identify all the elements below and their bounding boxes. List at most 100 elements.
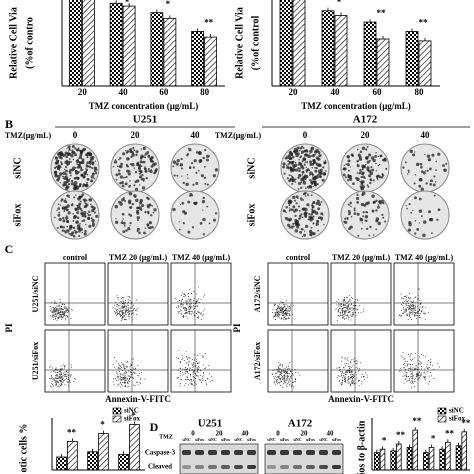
event bbox=[198, 298, 200, 300]
band bbox=[247, 465, 256, 469]
colony bbox=[206, 158, 209, 162]
event bbox=[190, 383, 192, 385]
colony bbox=[214, 168, 219, 172]
event bbox=[57, 371, 59, 373]
event bbox=[355, 378, 357, 380]
event bbox=[185, 373, 187, 375]
event bbox=[144, 378, 146, 380]
colony bbox=[283, 172, 286, 175]
event bbox=[405, 303, 407, 305]
event bbox=[192, 305, 194, 307]
colony bbox=[404, 161, 407, 164]
colony bbox=[134, 196, 137, 198]
event bbox=[408, 296, 410, 298]
colony bbox=[77, 227, 81, 231]
bar bbox=[204, 36, 218, 87]
event bbox=[281, 381, 283, 383]
colony bbox=[120, 221, 124, 225]
colony bbox=[72, 234, 76, 238]
event bbox=[424, 377, 426, 379]
event bbox=[187, 370, 189, 372]
colony bbox=[360, 176, 363, 179]
colony bbox=[61, 229, 65, 232]
event bbox=[122, 307, 124, 309]
event bbox=[59, 298, 61, 300]
band bbox=[208, 450, 217, 455]
event bbox=[355, 305, 357, 307]
colony bbox=[135, 198, 139, 203]
event bbox=[64, 376, 66, 378]
bar bbox=[374, 452, 380, 471]
event bbox=[414, 357, 416, 359]
event bbox=[55, 380, 57, 382]
event bbox=[336, 367, 338, 369]
plot-frame bbox=[107, 262, 169, 326]
event bbox=[425, 355, 427, 357]
plot-frame bbox=[44, 329, 106, 393]
event bbox=[351, 381, 353, 383]
colony bbox=[96, 168, 98, 171]
colony bbox=[212, 218, 217, 222]
colony bbox=[304, 224, 309, 229]
event bbox=[289, 309, 291, 311]
colony bbox=[288, 204, 291, 207]
event bbox=[411, 378, 413, 380]
event bbox=[419, 299, 421, 301]
colony bbox=[79, 207, 82, 210]
event bbox=[350, 361, 352, 363]
event bbox=[340, 384, 342, 386]
event bbox=[413, 379, 415, 381]
event bbox=[276, 306, 278, 308]
event bbox=[62, 382, 64, 384]
significance: * bbox=[166, 0, 171, 9]
event bbox=[408, 376, 410, 378]
event bbox=[125, 314, 127, 316]
event bbox=[140, 383, 142, 385]
colony bbox=[71, 149, 74, 152]
colony bbox=[80, 149, 84, 153]
event bbox=[58, 383, 60, 385]
event bbox=[343, 367, 345, 369]
event bbox=[398, 314, 400, 316]
event bbox=[359, 379, 361, 381]
colony bbox=[57, 166, 60, 169]
event bbox=[117, 296, 119, 298]
event bbox=[58, 375, 60, 377]
cell-line: U251 bbox=[133, 114, 157, 126]
colony bbox=[113, 160, 118, 164]
event bbox=[54, 375, 56, 377]
event bbox=[337, 375, 339, 377]
colony bbox=[88, 151, 91, 154]
colony bbox=[176, 159, 180, 163]
colony bbox=[305, 166, 307, 169]
colony bbox=[312, 200, 316, 204]
colony bbox=[69, 224, 73, 229]
event bbox=[122, 299, 124, 301]
event bbox=[193, 300, 195, 302]
event bbox=[115, 378, 117, 380]
colony bbox=[128, 191, 133, 196]
event bbox=[65, 307, 67, 309]
colony bbox=[408, 203, 411, 206]
event bbox=[344, 298, 346, 300]
event bbox=[71, 309, 73, 311]
event bbox=[64, 371, 66, 373]
event bbox=[400, 355, 402, 357]
event bbox=[345, 309, 347, 311]
event bbox=[122, 377, 124, 379]
colony bbox=[65, 166, 68, 169]
event bbox=[55, 368, 57, 370]
bar bbox=[129, 424, 140, 471]
event bbox=[413, 375, 415, 377]
colony bbox=[382, 216, 385, 219]
event bbox=[278, 382, 280, 384]
event bbox=[407, 353, 409, 355]
event bbox=[276, 310, 278, 312]
event bbox=[196, 367, 198, 369]
colony bbox=[53, 166, 57, 170]
event bbox=[114, 311, 116, 313]
bar bbox=[118, 453, 129, 471]
event bbox=[411, 378, 413, 380]
event bbox=[120, 301, 122, 303]
event bbox=[349, 367, 351, 369]
